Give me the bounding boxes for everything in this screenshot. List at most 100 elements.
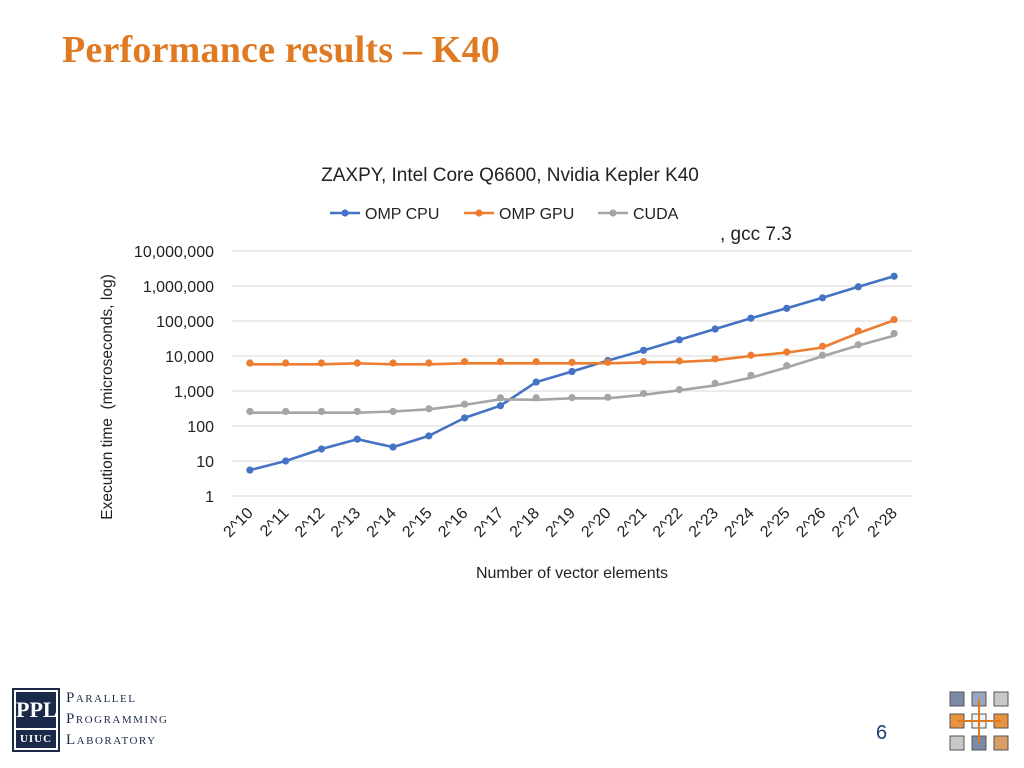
y-tick-label: 10,000 bbox=[165, 349, 214, 366]
data-point bbox=[818, 342, 827, 350]
legend-label: OMP GPU bbox=[499, 206, 574, 223]
data-point bbox=[675, 336, 683, 344]
data-point bbox=[747, 314, 755, 322]
data-point bbox=[818, 294, 827, 302]
chart-series bbox=[246, 272, 898, 474]
ppl-logo-top: PPL bbox=[16, 692, 58, 728]
data-point bbox=[246, 359, 254, 367]
data-point bbox=[568, 393, 576, 402]
legend-marker bbox=[475, 209, 483, 217]
data-point bbox=[890, 272, 898, 280]
data-point bbox=[532, 378, 540, 386]
slide-title: Performance results – K40 bbox=[62, 29, 501, 71]
ppl-logo-word: Programming bbox=[66, 711, 169, 727]
data-point bbox=[389, 407, 397, 416]
data-point bbox=[711, 379, 719, 387]
data-point bbox=[461, 358, 469, 366]
data-point bbox=[890, 329, 898, 338]
x-tick-label: 2^11 bbox=[257, 505, 292, 540]
data-point bbox=[532, 394, 540, 402]
x-tick-label: 2^17 bbox=[471, 505, 507, 541]
data-point bbox=[353, 435, 361, 443]
data-point bbox=[854, 341, 862, 349]
x-tick-label: 2^21 bbox=[614, 505, 650, 541]
data-point bbox=[675, 357, 683, 365]
data-point bbox=[890, 315, 898, 324]
ppl-logo-word: Parallel bbox=[66, 690, 137, 706]
x-tick-label: 2^14 bbox=[364, 505, 400, 541]
x-tick-label: 2^26 bbox=[793, 505, 829, 541]
x-tick-label: 2^28 bbox=[865, 505, 901, 541]
y-axis-ticks: 1 10 100 1,000 10,000 100,000 1,000,000 10,000,… bbox=[134, 244, 214, 506]
x-tick-label: 2^24 bbox=[722, 505, 758, 541]
data-point bbox=[854, 283, 862, 291]
grid-logo-icon bbox=[949, 691, 1009, 751]
x-tick-label: 2^12 bbox=[292, 505, 328, 541]
ppl-logo-word: Laboratory bbox=[66, 732, 157, 748]
data-point bbox=[353, 359, 361, 367]
chart-title: ZAXPY, Intel Core Q6600, Nvidia Kepler K… bbox=[321, 165, 699, 186]
y-axis-label: Execution time (microseconds, log) bbox=[99, 274, 116, 520]
legend-label: CUDA bbox=[633, 206, 679, 223]
y-tick-label: 10 bbox=[196, 454, 214, 471]
y-tick-label: 100 bbox=[187, 419, 214, 436]
data-point bbox=[282, 457, 290, 465]
data-point bbox=[747, 371, 755, 379]
data-point bbox=[783, 304, 791, 312]
data-point bbox=[604, 393, 612, 401]
data-point bbox=[496, 358, 505, 366]
data-point bbox=[246, 466, 254, 474]
y-tick-label: 100,000 bbox=[156, 314, 214, 331]
series-cuda bbox=[246, 329, 898, 416]
data-point bbox=[711, 355, 719, 363]
data-point bbox=[317, 407, 326, 416]
slide-number: 6 bbox=[876, 722, 888, 744]
chart-annotation: , gcc 7.3 bbox=[720, 224, 792, 245]
x-tick-label: 2^22 bbox=[650, 505, 686, 541]
data-point bbox=[747, 351, 755, 359]
y-tick-label: 1,000,000 bbox=[143, 279, 214, 296]
data-point bbox=[639, 346, 648, 354]
y-tick-label: 1,000 bbox=[174, 384, 214, 401]
ppl-logo-mark: PPL UIUC bbox=[12, 688, 60, 752]
data-point bbox=[389, 443, 397, 451]
x-tick-label: 2^15 bbox=[399, 505, 435, 541]
x-axis-ticks: 2^10 2^11 2^12 2^13 2^14 2^15 2^16 2^17 2^18 2^19… bbox=[221, 505, 901, 541]
legend-marker bbox=[609, 209, 617, 217]
ppl-logo: PPL UIUC Parallel Programming Laboratory bbox=[12, 688, 192, 754]
x-tick-label: 2^19 bbox=[543, 505, 579, 541]
x-axis-label: Number of vector elements bbox=[476, 565, 668, 582]
x-tick-label: 2^18 bbox=[507, 505, 543, 541]
x-tick-label: 2^16 bbox=[435, 505, 471, 541]
data-point bbox=[282, 359, 290, 367]
data-point bbox=[425, 405, 433, 413]
data-point bbox=[854, 327, 862, 335]
data-point bbox=[353, 407, 361, 416]
y-tick-label: 10,000,000 bbox=[134, 244, 214, 261]
series-omp-gpu bbox=[246, 315, 898, 367]
data-point bbox=[675, 385, 683, 394]
x-tick-label: 2^20 bbox=[578, 505, 614, 541]
legend-label: OMP CPU bbox=[365, 206, 439, 223]
chart-legend: OMP CPU OMP GPU CUDA bbox=[330, 206, 679, 223]
data-point bbox=[317, 445, 326, 453]
data-point bbox=[604, 358, 612, 366]
data-point bbox=[711, 325, 719, 333]
data-point bbox=[461, 414, 469, 422]
data-point bbox=[496, 402, 505, 410]
data-point bbox=[568, 367, 576, 376]
data-point bbox=[461, 400, 469, 408]
data-point bbox=[818, 351, 827, 359]
data-point bbox=[317, 359, 326, 367]
ppl-logo-bottom: UIUC bbox=[16, 730, 56, 748]
x-tick-label: 2^10 bbox=[221, 505, 257, 541]
data-point bbox=[568, 358, 576, 366]
data-point bbox=[389, 359, 397, 367]
data-point bbox=[282, 407, 290, 416]
data-point bbox=[783, 362, 791, 370]
data-point bbox=[783, 348, 791, 356]
data-point bbox=[425, 359, 433, 367]
data-point bbox=[496, 394, 505, 402]
series-omp-cpu bbox=[246, 272, 898, 474]
